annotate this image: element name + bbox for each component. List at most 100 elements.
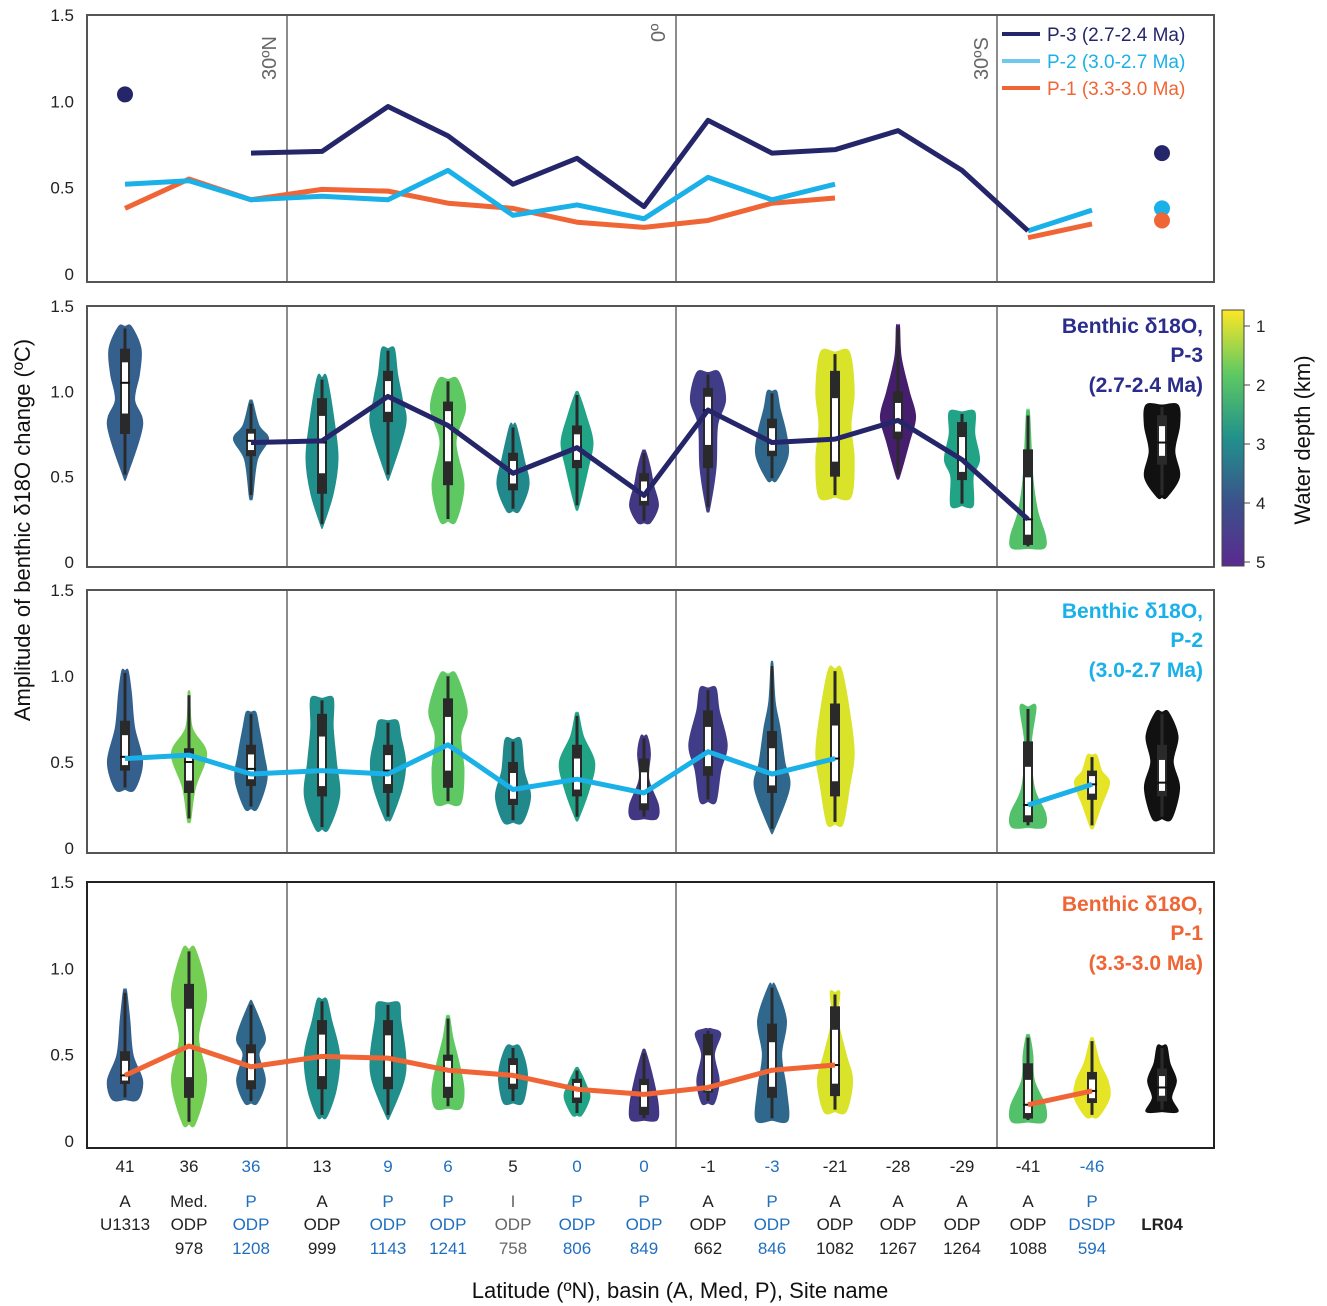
site-latitude: 5: [508, 1157, 517, 1176]
site-name-program: ODP: [690, 1215, 727, 1234]
legend-label-p1: P-1 (3.3-3.0 Ma): [1047, 79, 1185, 100]
violin-median-band: [122, 1060, 128, 1081]
site-name-number: 1143: [370, 1239, 407, 1258]
violin-panel-p3: 0 0.5 1.0 1.5 Benthic δ18O, P-3 (2.7-2.4 Ma…: [50, 297, 1215, 572]
x-axis-site-labels: 41AU131336Med.ODP97836PODP120813AODP9999…: [100, 1157, 1183, 1258]
violin-median-band: [445, 1060, 451, 1087]
site-name-program: ODP: [304, 1215, 341, 1234]
violin: [628, 734, 660, 821]
violin-median-band: [641, 481, 647, 501]
violin: [369, 346, 407, 481]
site-latitude: 36: [180, 1157, 199, 1176]
site-basin: P: [245, 1192, 256, 1211]
y-tick-label: 1.0: [50, 92, 74, 111]
violin: [305, 373, 339, 530]
violin: [629, 449, 659, 525]
legend-label-p2: P-2 (3.0-2.7 Ma): [1047, 52, 1185, 73]
violin-median-band: [186, 753, 192, 781]
violin-median-band: [1025, 1079, 1031, 1114]
site-name-number: 978: [175, 1239, 203, 1258]
site-name: U1313: [100, 1215, 150, 1234]
p1-title-line2: P-1: [1170, 922, 1203, 945]
series-line: [1027, 207, 1093, 234]
violin: [1145, 1044, 1179, 1114]
violin-median-band: [769, 748, 775, 786]
violin: [494, 736, 532, 825]
violin: [106, 668, 144, 793]
site-basin: A: [956, 1192, 968, 1211]
series-line: [1027, 1088, 1093, 1108]
violin-median-band: [122, 735, 128, 766]
isolated-point: [117, 86, 133, 103]
violin-median-band: [1159, 759, 1165, 791]
violin: [753, 660, 791, 835]
violin-median-band: [705, 1055, 711, 1091]
site-name-number: 849: [630, 1239, 658, 1258]
site-basin: A: [829, 1192, 841, 1211]
series-line: [124, 167, 836, 222]
site-basin: A: [702, 1192, 714, 1211]
violin-panel-p1: 0 0.5 1.0 1.5 Benthic δ18O, P-1 (3.3-3.0 Ma…: [50, 873, 1215, 1151]
violin: [236, 999, 266, 1106]
site-name-number: 758: [499, 1239, 527, 1258]
violin: [1143, 402, 1181, 500]
site-latitude: -28: [886, 1157, 911, 1176]
site-latitude: 13: [313, 1157, 332, 1176]
site-latitude: 6: [443, 1157, 452, 1176]
site-name-number: 999: [308, 1239, 336, 1258]
colorbar-tick-label: 4: [1256, 494, 1265, 513]
violin: [694, 1027, 722, 1106]
violin: [234, 710, 268, 812]
site-basin: A: [316, 1192, 328, 1211]
violin-median-band: [641, 772, 647, 804]
p2-y-ticks: 0 0.5 1.0 1.5: [50, 581, 74, 858]
colorbar-label: Water depth (km): [1290, 355, 1315, 524]
violin-median-band: [385, 755, 391, 785]
p2-title-line1: Benthic δ18O,: [1062, 600, 1203, 623]
violin: [106, 988, 144, 1102]
y-tick-label: 1.0: [50, 667, 74, 686]
violin: [106, 324, 144, 481]
violin-median-band: [1025, 766, 1031, 816]
y-tick-label: 1.0: [50, 382, 74, 401]
p3-title-line3: (2.7-2.4 Ma): [1089, 374, 1203, 397]
series-line: [123, 1043, 836, 1097]
site-name-program: ODP: [880, 1215, 917, 1234]
p1-title-line1: Benthic δ18O,: [1062, 893, 1203, 916]
series-line: [1027, 221, 1093, 241]
y-tick-label: 0.5: [50, 468, 74, 487]
zone-label-equator: 0º: [648, 23, 670, 42]
site-latitude: 36: [242, 1157, 261, 1176]
colorbar-tick-label: 1: [1256, 317, 1265, 336]
violin-median-band: [319, 415, 325, 474]
site-latitude: 41: [116, 1157, 135, 1176]
lines-panel-zone-lines: [286, 15, 998, 282]
y-tick-label: 0: [65, 553, 74, 572]
site-name-program: ODP: [817, 1215, 854, 1234]
violin-panel-p1-frame: [86, 881, 1215, 1149]
zone-label-30n: 30ºN: [259, 36, 281, 80]
y-tick-label: 0: [65, 1132, 74, 1151]
colorbar-ticks: 1 2 3 4 5: [1244, 317, 1265, 572]
x-axis-label: Latitude (ºN), basin (A, Med, P), Site n…: [472, 1278, 888, 1303]
isolated-point: [1154, 212, 1170, 229]
site-latitude: -41: [1016, 1157, 1041, 1176]
colorbar: 1 2 3 4 5 Water depth (km): [1221, 309, 1315, 572]
violin: [1009, 408, 1047, 550]
violin-median-band: [1025, 477, 1031, 535]
site-name: LR04: [1141, 1215, 1183, 1234]
violin: [429, 376, 467, 525]
site-name-program: ODP: [559, 1215, 596, 1234]
y-tick-label: 1.0: [50, 959, 74, 978]
site-basin: A: [892, 1192, 904, 1211]
violin-median-band: [1089, 1079, 1095, 1099]
violin-panel-p3-frame: [86, 305, 1215, 568]
violin-median-band: [122, 362, 128, 414]
site-basin: P: [382, 1192, 393, 1211]
site-basin: A: [1022, 1192, 1034, 1211]
site-name-program: DSDP: [1068, 1215, 1115, 1234]
site-latitude: -1: [700, 1157, 715, 1176]
violin-panel-p2: 0 0.5 1.0 1.5 Benthic δ18O, P-2 (3.0-2.7 Ma…: [50, 581, 1215, 858]
p3-violins: [106, 323, 1181, 550]
violin-median-band: [445, 411, 451, 462]
